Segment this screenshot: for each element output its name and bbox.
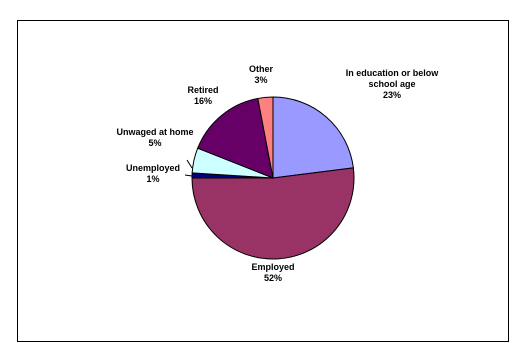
leader-line-unwaged-at-home [186, 159, 193, 169]
pie-slice-in-education-or-below-school-age [272, 96, 354, 179]
data-labels: In education or below school age 23% Employ… [116, 64, 439, 283]
pie-slice-employed [191, 167, 355, 260]
data-label-unwaged-at-home: Unwaged at home 5% [116, 127, 193, 148]
leader-line-unemployed [184, 174, 193, 177]
pie-slices [191, 96, 355, 260]
data-label-other: Other 3% [249, 64, 274, 85]
data-label-employed: Employed 52% [251, 262, 294, 283]
data-label-unemployed: Unemployed 1% [126, 163, 180, 184]
pie-slice-other [257, 96, 274, 179]
pie-slice-retired [197, 97, 274, 179]
data-label-retired: Retired 16% [187, 85, 218, 106]
data-label-in-education-or-below-school-age: In education or below school age 23% [346, 68, 440, 100]
leader-lines [184, 159, 193, 177]
